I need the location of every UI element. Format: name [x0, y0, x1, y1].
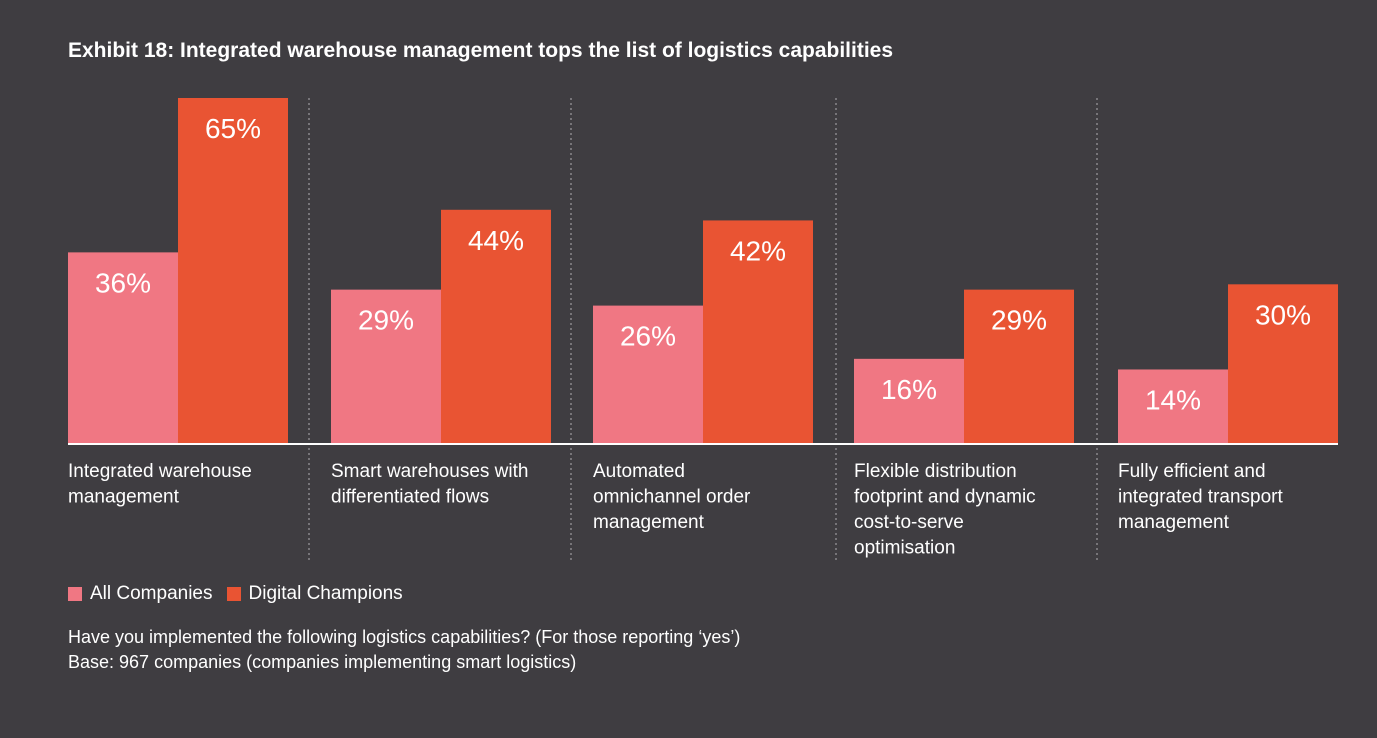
legend-item-all-companies: All Companies	[68, 583, 213, 605]
bar-value-label-all-companies-3: 26%	[620, 321, 676, 352]
category-label-3-line-2: omnichannel order	[593, 487, 751, 508]
legend-item-digital-champions: Digital Champions	[226, 583, 403, 605]
legend-label-all-companies: All Companies	[90, 583, 213, 604]
legend-swatch-all-companies	[68, 587, 82, 601]
legend-swatch-digital-champions	[226, 587, 241, 601]
bar-value-label-all-companies-1: 36%	[95, 267, 151, 298]
category-label-2-line-1: Smart warehouses with	[331, 461, 528, 482]
category-label-5-line-3: management	[1118, 512, 1230, 533]
bar-value-label-all-companies-5: 14%	[1145, 384, 1201, 415]
bar-value-label-all-companies-4: 16%	[881, 374, 937, 405]
bar-digital-champions-4	[964, 289, 1074, 444]
category-label-3-line-1: Automated	[593, 461, 685, 482]
bar-digital-champions-3	[703, 220, 813, 444]
bar-all-companies-2	[331, 289, 441, 444]
category-label-2-line-2: differentiated flows	[331, 487, 489, 508]
bar-all-companies-3	[593, 305, 703, 444]
category-label-5-line-2: integrated transport	[1118, 487, 1283, 508]
bar-digital-champions-5	[1228, 284, 1338, 444]
category-label-1-line-2: management	[68, 487, 180, 508]
bar-all-companies-1	[68, 252, 178, 444]
legend: All Companies Digital Champions	[68, 583, 417, 605]
legend-label-digital-champions: Digital Champions	[248, 583, 403, 604]
base-note: Base: 967 companies (companies implement…	[68, 652, 577, 672]
category-label-3-line-3: management	[593, 512, 705, 533]
bar-all-companies-4	[854, 358, 964, 444]
category-label-5-line-1: Fully efficient and	[1118, 461, 1266, 482]
bar-value-label-digital-champions-2: 44%	[468, 225, 524, 256]
bar-all-companies-5	[1118, 369, 1228, 444]
bar-value-label-digital-champions-1: 65%	[205, 113, 261, 144]
category-label-4-line-3: cost-to-serve	[854, 512, 964, 533]
bar-digital-champions-1	[178, 98, 288, 444]
bar-value-label-digital-champions-3: 42%	[730, 235, 786, 266]
bar-value-label-all-companies-2: 29%	[358, 305, 414, 336]
bar-value-label-digital-champions-4: 29%	[991, 305, 1047, 336]
category-label-4-line-1: Flexible distribution	[854, 461, 1017, 482]
category-label-4-line-4: optimisation	[854, 538, 955, 559]
survey-question-note: Have you implemented the following logis…	[68, 627, 741, 647]
bar-value-label-digital-champions-5: 30%	[1255, 299, 1311, 330]
category-label-1-line-1: Integrated warehouse	[68, 461, 252, 482]
category-label-4-line-2: footprint and dynamic	[854, 487, 1036, 508]
bar-digital-champions-2	[441, 209, 551, 444]
chart-title: Exhibit 18: Integrated warehouse managem…	[68, 39, 894, 62]
